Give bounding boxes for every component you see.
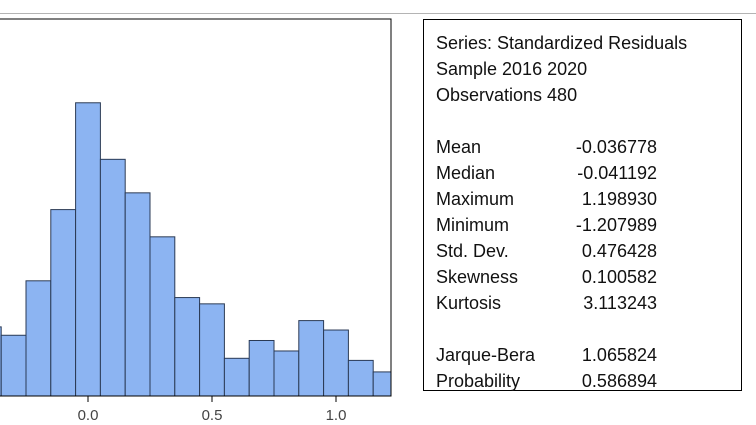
- stat-value: 0.586894: [581, 371, 657, 391]
- stat-label: Minimum: [436, 215, 510, 235]
- x-tick-label: 0.0: [78, 407, 99, 424]
- stat-label: Median: [436, 163, 496, 183]
- observations-line: Observations 480: [436, 85, 578, 105]
- stat-label: Probability: [436, 371, 521, 391]
- histogram-bar-3: [25, 280, 52, 396]
- histogram-bar-15: [323, 329, 349, 396]
- stat-row-maximum: Maximum 1.198930: [436, 186, 741, 212]
- histogram-bar-12: [248, 339, 275, 396]
- stat-value: 1.198930: [581, 189, 657, 209]
- histogram-bar-5: [75, 102, 101, 396]
- histogram-bar-14: [298, 320, 325, 396]
- stat-label: Jarque-Bera: [436, 345, 536, 365]
- stat-row-minimum: Minimum -1.207989: [436, 212, 741, 238]
- histogram-bar-11: [223, 357, 250, 396]
- stat-row-mean: Mean -0.036778: [436, 134, 741, 160]
- x-axis-ticks: 0.0 0.5 1.0: [78, 396, 347, 424]
- histogram-bar-6: [99, 158, 126, 396]
- stat-value: 0.100582: [581, 267, 657, 287]
- series-line: Series: Standardized Residuals: [436, 33, 688, 53]
- stat-value: 3.113243: [583, 293, 657, 313]
- sample-line: Sample 2016 2020: [436, 59, 588, 79]
- stat-row-kurtosis: Kurtosis 3.113243: [436, 290, 741, 316]
- histogram-bar-8: [149, 236, 176, 396]
- plot-frame: [0, 18, 392, 397]
- top-divider: [0, 13, 756, 14]
- stat-row-median: Median -0.041192: [436, 160, 741, 186]
- stat-row-std-dev: Std. Dev. 0.476428: [436, 238, 741, 264]
- stat-value: 1.065824: [581, 345, 657, 365]
- histogram-bar-9: [174, 297, 201, 396]
- stat-value: 0.476428: [581, 241, 657, 261]
- stat-label: Mean: [436, 137, 482, 157]
- histogram-chart: 0.0 0.5 1.0: [0, 18, 392, 424]
- histogram-bar-17: [372, 371, 391, 396]
- statistics-panel: Series: Standardized Residuals Sample 20…: [423, 19, 742, 391]
- stat-value: -1.207989: [575, 215, 657, 235]
- histogram-bar-4: [50, 209, 77, 396]
- histogram-bar-16: [347, 359, 374, 396]
- x-tick-label: 1.0: [326, 407, 347, 424]
- histogram-bar-2: [0, 334, 27, 396]
- stat-value: -0.041192: [577, 163, 657, 183]
- stat-value: -0.036778: [575, 137, 657, 157]
- histogram-bars: [0, 102, 391, 396]
- stat-label: Skewness: [436, 267, 519, 287]
- stat-label: Std. Dev.: [436, 241, 509, 261]
- histogram-bar-7: [124, 192, 151, 396]
- stat-row-jarque-bera: Jarque-Bera 1.065824: [436, 342, 741, 368]
- stat-label: Kurtosis: [436, 293, 502, 313]
- stat-label: Maximum: [436, 189, 515, 209]
- x-tick-label: 0.5: [202, 407, 223, 424]
- histogram-bar-13: [273, 350, 300, 396]
- stat-row-probability: Probability 0.586894: [436, 368, 741, 394]
- histogram-bar-10: [199, 303, 225, 396]
- stat-row-skewness: Skewness 0.100582: [436, 264, 741, 290]
